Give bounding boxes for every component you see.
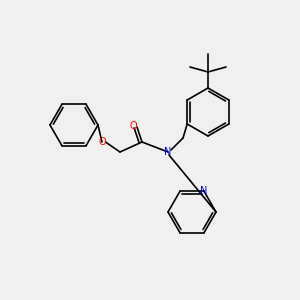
Text: N: N [200,186,208,196]
Text: O: O [98,137,106,147]
Text: O: O [129,121,137,131]
Text: N: N [164,147,172,157]
